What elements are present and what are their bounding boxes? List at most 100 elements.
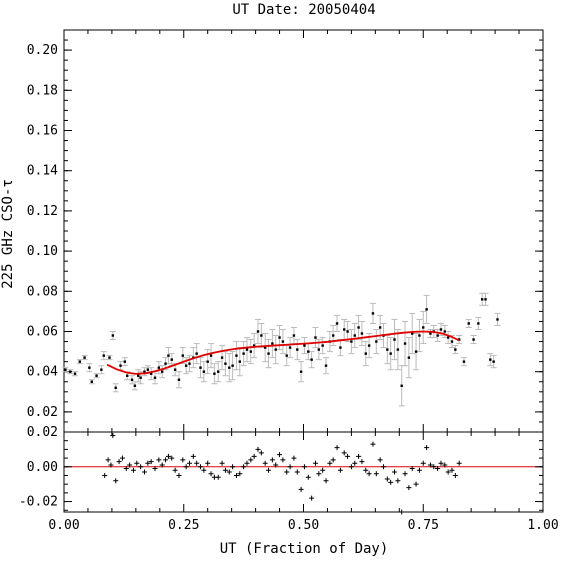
- residual-point: [452, 472, 458, 478]
- residual-point: [456, 460, 462, 466]
- residual-point: [320, 467, 326, 473]
- data-point: [407, 356, 411, 359]
- residual-point: [165, 453, 171, 459]
- residual-point: [244, 460, 250, 466]
- main-plot-frame: [63, 29, 544, 433]
- residual-point: [102, 472, 108, 478]
- data-point: [224, 362, 227, 365]
- data-point: [454, 348, 457, 351]
- data-point: [263, 346, 267, 349]
- data-point: [245, 348, 249, 351]
- data-point: [360, 332, 364, 335]
- residual-point: [284, 469, 290, 475]
- data-point: [102, 354, 105, 357]
- residual-point: [384, 476, 390, 482]
- data-point: [324, 364, 328, 367]
- residual-point: [145, 460, 151, 466]
- data-point: [202, 370, 206, 373]
- residual-point: [406, 485, 412, 491]
- residual-point: [413, 481, 419, 487]
- residual-point: [194, 460, 200, 466]
- data-point: [292, 334, 296, 337]
- residual-point: [172, 467, 178, 473]
- data-point: [314, 336, 317, 339]
- data-point: [364, 352, 367, 355]
- data-point: [393, 338, 396, 341]
- data-point: [267, 352, 270, 355]
- residual-point: [330, 457, 336, 463]
- data-point: [472, 338, 475, 341]
- data-point: [173, 368, 177, 371]
- residual-point: [241, 464, 247, 470]
- x-tick-label: 1.00: [527, 518, 558, 533]
- data-point: [249, 350, 253, 353]
- data-point: [139, 376, 142, 379]
- residual-point: [359, 459, 365, 465]
- residual-y-tick-label: -0.02: [19, 495, 58, 510]
- data-point: [411, 332, 414, 335]
- data-point: [90, 380, 93, 383]
- data-point: [146, 368, 150, 371]
- residual-point: [449, 467, 455, 473]
- residual-point: [113, 478, 119, 484]
- residual-point: [208, 471, 214, 477]
- data-point: [443, 330, 447, 333]
- residual-point: [352, 460, 358, 466]
- data-point: [303, 344, 306, 347]
- residual-point: [395, 478, 401, 484]
- residual-point: [345, 453, 351, 459]
- data-point: [271, 342, 274, 345]
- data-point: [256, 330, 260, 333]
- data-point: [184, 364, 188, 367]
- data-point: [436, 334, 439, 337]
- residual-point: [233, 472, 239, 478]
- data-point: [100, 368, 103, 371]
- data-point: [492, 360, 495, 363]
- data-point: [346, 330, 349, 333]
- residual-point: [237, 471, 243, 477]
- residual-point: [337, 467, 343, 473]
- data-point: [353, 334, 356, 337]
- residual-y-tick-label: 0.00: [27, 460, 58, 475]
- data-point: [160, 370, 164, 373]
- data-point: [480, 298, 484, 301]
- data-point: [278, 336, 281, 339]
- data-point: [119, 364, 122, 367]
- residual-point: [176, 472, 182, 478]
- data-point: [195, 352, 198, 355]
- residual-point: [152, 466, 158, 472]
- data-point: [114, 386, 117, 389]
- residual-point: [431, 464, 437, 470]
- residual-point: [183, 464, 189, 470]
- residual-point: [130, 467, 136, 473]
- data-point: [217, 370, 220, 373]
- data-point: [181, 354, 184, 357]
- residual-point: [416, 467, 422, 473]
- data-point: [321, 344, 324, 347]
- data-point: [439, 328, 443, 331]
- residual-point: [219, 460, 225, 466]
- residual-point: [201, 467, 207, 473]
- data-point: [231, 364, 234, 367]
- residual-point: [305, 474, 311, 480]
- data-point: [335, 322, 339, 325]
- fit-curve: [106, 330, 460, 375]
- residual-point: [190, 453, 196, 459]
- residual-point: [291, 455, 297, 461]
- data-point: [386, 348, 389, 351]
- data-point: [170, 358, 173, 361]
- y-tick-label: 0.16: [27, 124, 58, 139]
- data-point: [209, 354, 213, 357]
- data-point: [357, 326, 360, 329]
- data-point: [378, 326, 382, 329]
- residual-point: [438, 460, 444, 466]
- data-point: [88, 366, 91, 369]
- data-point: [238, 360, 241, 363]
- data-point: [235, 354, 238, 357]
- y-axis-label: 225 GHz CSO-τ: [0, 179, 16, 289]
- data-point: [467, 322, 470, 325]
- y-tick-label: 0.06: [27, 325, 58, 340]
- residual-point: [248, 457, 254, 463]
- y-tick-label: 0.12: [27, 204, 58, 219]
